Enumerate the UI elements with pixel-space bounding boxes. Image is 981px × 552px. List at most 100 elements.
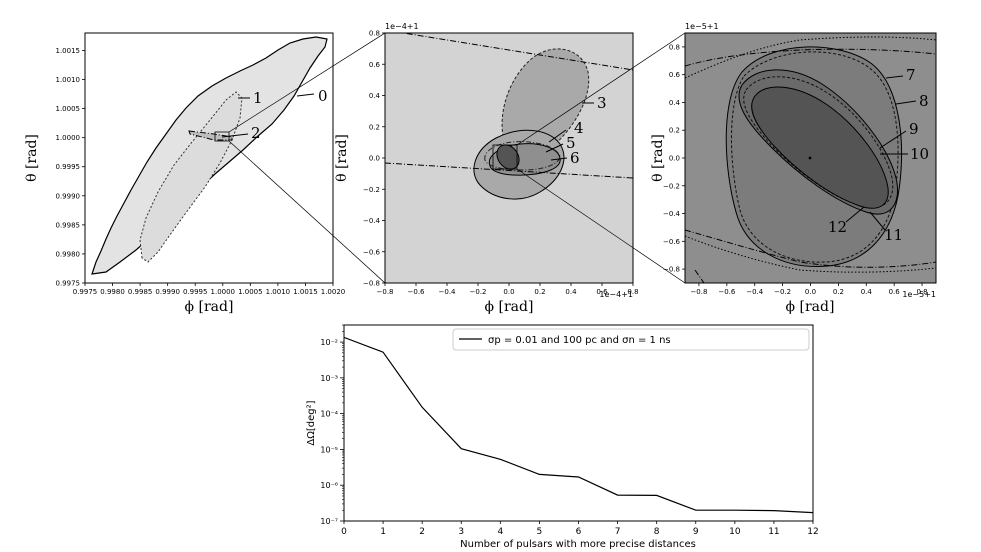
arrow-6 <box>550 157 568 161</box>
contour-6-core <box>496 144 520 170</box>
y-tick-label: 1.0000 <box>56 134 81 142</box>
x-tick-label: 0.9980 <box>100 288 125 296</box>
panel-1-xlabel: ϕ [rad] <box>185 299 234 315</box>
arrow-11 <box>869 211 886 231</box>
panel-zoom-level-3: 7 8 9 10 11 12 −0.8 −0.6 −0.4 −0.2 0.0 0.2 0.4… <box>650 22 937 315</box>
panel-3-xlabel: ϕ [rad] <box>786 299 835 315</box>
x-tick-label: 0.9990 <box>155 288 180 296</box>
zoom-box-2 <box>492 144 518 170</box>
x-tick-label: 6 <box>576 527 582 537</box>
x-tick-label: 1.0000 <box>211 288 236 296</box>
y-tick-label: 0.9975 <box>56 280 81 288</box>
y-tick-label: 0.4 <box>669 99 681 107</box>
y-tick-label: 1.0015 <box>56 47 81 55</box>
panel-4-frame <box>343 324 814 522</box>
y-tick-label: −0.8 <box>363 280 380 288</box>
curve-outer-dashdot-top <box>685 48 936 67</box>
y-tick-label: 0.2 <box>669 127 680 135</box>
y-tick-label: 0.8 <box>369 30 380 38</box>
annotation-6: 6 <box>570 149 580 167</box>
legend: σp = 0.01 and 100 pc and σn = 1 ns <box>452 328 810 351</box>
curve-outer-dotted-bottom <box>685 235 936 273</box>
y-tick-label: 0.0 <box>669 155 680 163</box>
x-tick-label: 1 <box>380 527 386 537</box>
panel-zoom-level-2: 3 4 5 6 −0.8 −0.6 −0.4 −0.2 0.0 0.2 0.4 0.6 0.8 … <box>334 22 639 315</box>
annotation-7: 7 <box>906 66 916 84</box>
x-tick-label: 3 <box>458 527 464 537</box>
x-tick-label: −0.8 <box>377 288 394 296</box>
x-tick-label: 0.6 <box>889 288 901 296</box>
x-tick-label: 0.9995 <box>183 288 208 296</box>
arrow-8 <box>895 100 917 105</box>
x-tick-label: 0.4 <box>861 288 873 296</box>
y-tick-label: 10⁻⁷ <box>320 517 338 526</box>
y-tick-label: 0.6 <box>369 61 381 69</box>
annotation-2: 2 <box>251 124 261 142</box>
x-tick-label: −0.8 <box>690 288 707 296</box>
legend-label: σp = 0.01 and 100 pc and σn = 1 ns <box>488 335 671 346</box>
center-point <box>808 156 812 160</box>
arrow-9 <box>879 130 907 149</box>
x-tick-label: 0.8 <box>916 288 927 296</box>
zoom-connectors <box>228 32 686 284</box>
y-tick-label: 10⁻⁵ <box>320 445 338 454</box>
y-tick-label: 0.4 <box>369 92 381 100</box>
panel-2-xlabel: ϕ [rad] <box>485 299 534 315</box>
x-tick-label: 9 <box>693 527 699 537</box>
y-tick-label: −0.8 <box>663 266 680 274</box>
panel-4-xlabel: Number of pulsars with more precise dist… <box>460 539 696 550</box>
annotation-0: 0 <box>318 87 328 105</box>
x-tick-label: −0.4 <box>439 288 457 296</box>
annotation-8: 8 <box>919 92 929 110</box>
contour-10 <box>743 76 894 208</box>
curve-outer-dotted-top <box>685 36 936 79</box>
arrow-12 <box>845 206 865 223</box>
x-tick-label: 0.0 <box>805 288 816 296</box>
panel-1-x-ticks: 0.9975 0.9980 0.9985 0.9990 0.9995 1.0000 1.00… <box>73 283 346 296</box>
panel-4-y-ticks: 10⁻² 10⁻³ 10⁻⁴ 10⁻⁵ 10⁻⁶ 10⁻⁷ <box>320 324 344 526</box>
legend-box <box>452 328 810 351</box>
annotation-10: 10 <box>910 145 929 163</box>
y-tick-label: 10⁻⁴ <box>320 410 338 419</box>
annotation-12: 12 <box>828 218 847 236</box>
y-tick-label: 10⁻³ <box>320 374 338 383</box>
y-tick-label: 0.6 <box>669 71 681 79</box>
annotation-1: 1 <box>253 89 263 107</box>
contour-2 <box>188 130 233 141</box>
x-tick-label: 0.4 <box>565 288 577 296</box>
panel-2-y-offset: 1e−4+1 <box>385 22 419 31</box>
x-tick-label: 11 <box>768 527 779 537</box>
x-tick-label: 0.8 <box>627 288 638 296</box>
y-tick-label: 0.9995 <box>56 163 81 171</box>
arrow-4 <box>548 129 567 143</box>
x-tick-label: −0.2 <box>470 288 487 296</box>
panel-3-y-ticks: −0.8 −0.6 −0.4 −0.2 0.0 0.2 0.4 0.6 0.8 <box>663 43 685 274</box>
panel-4-x-ticks: 0 1 2 3 4 5 6 7 8 9 10 11 12 <box>341 521 819 537</box>
zoom-connector-2-top <box>516 32 686 146</box>
y-tick-label: −0.2 <box>663 182 680 190</box>
annotation-5: 5 <box>566 134 576 152</box>
x-tick-label: 0.6 <box>596 288 608 296</box>
x-tick-label: 0 <box>341 527 347 537</box>
x-tick-label: −0.6 <box>408 288 426 296</box>
y-tick-label: 0.9985 <box>56 221 81 229</box>
x-tick-label: 0.9985 <box>128 288 153 296</box>
y-tick-label: 10⁻⁶ <box>320 481 338 490</box>
panel-3-ylabel: θ [rad] <box>650 134 666 182</box>
panel-zoom-level-1: 0 1 2 0.9975 0.9980 0.9985 0.9990 0.9995 1.00… <box>24 32 346 315</box>
panel-2-x-ticks: −0.8 −0.6 −0.4 −0.2 0.0 0.2 0.4 0.6 0.8 <box>377 283 639 296</box>
y-tick-label: −0.6 <box>363 248 381 256</box>
y-tick-label: 1.0005 <box>56 105 81 113</box>
x-tick-label: 0.9975 <box>73 288 98 296</box>
x-tick-label: 1.0020 <box>321 288 346 296</box>
x-tick-label: 1.0015 <box>293 288 318 296</box>
arrow-5 <box>545 143 564 153</box>
x-tick-label: 1.0005 <box>238 288 263 296</box>
y-tick-label: −0.6 <box>663 238 681 246</box>
y-tick-label: −0.4 <box>363 217 381 225</box>
y-tick-label: −0.2 <box>363 186 380 194</box>
zoom-connector-1-bottom <box>228 140 386 284</box>
x-tick-label: 12 <box>807 527 818 537</box>
y-tick-label: −0.4 <box>663 210 681 218</box>
